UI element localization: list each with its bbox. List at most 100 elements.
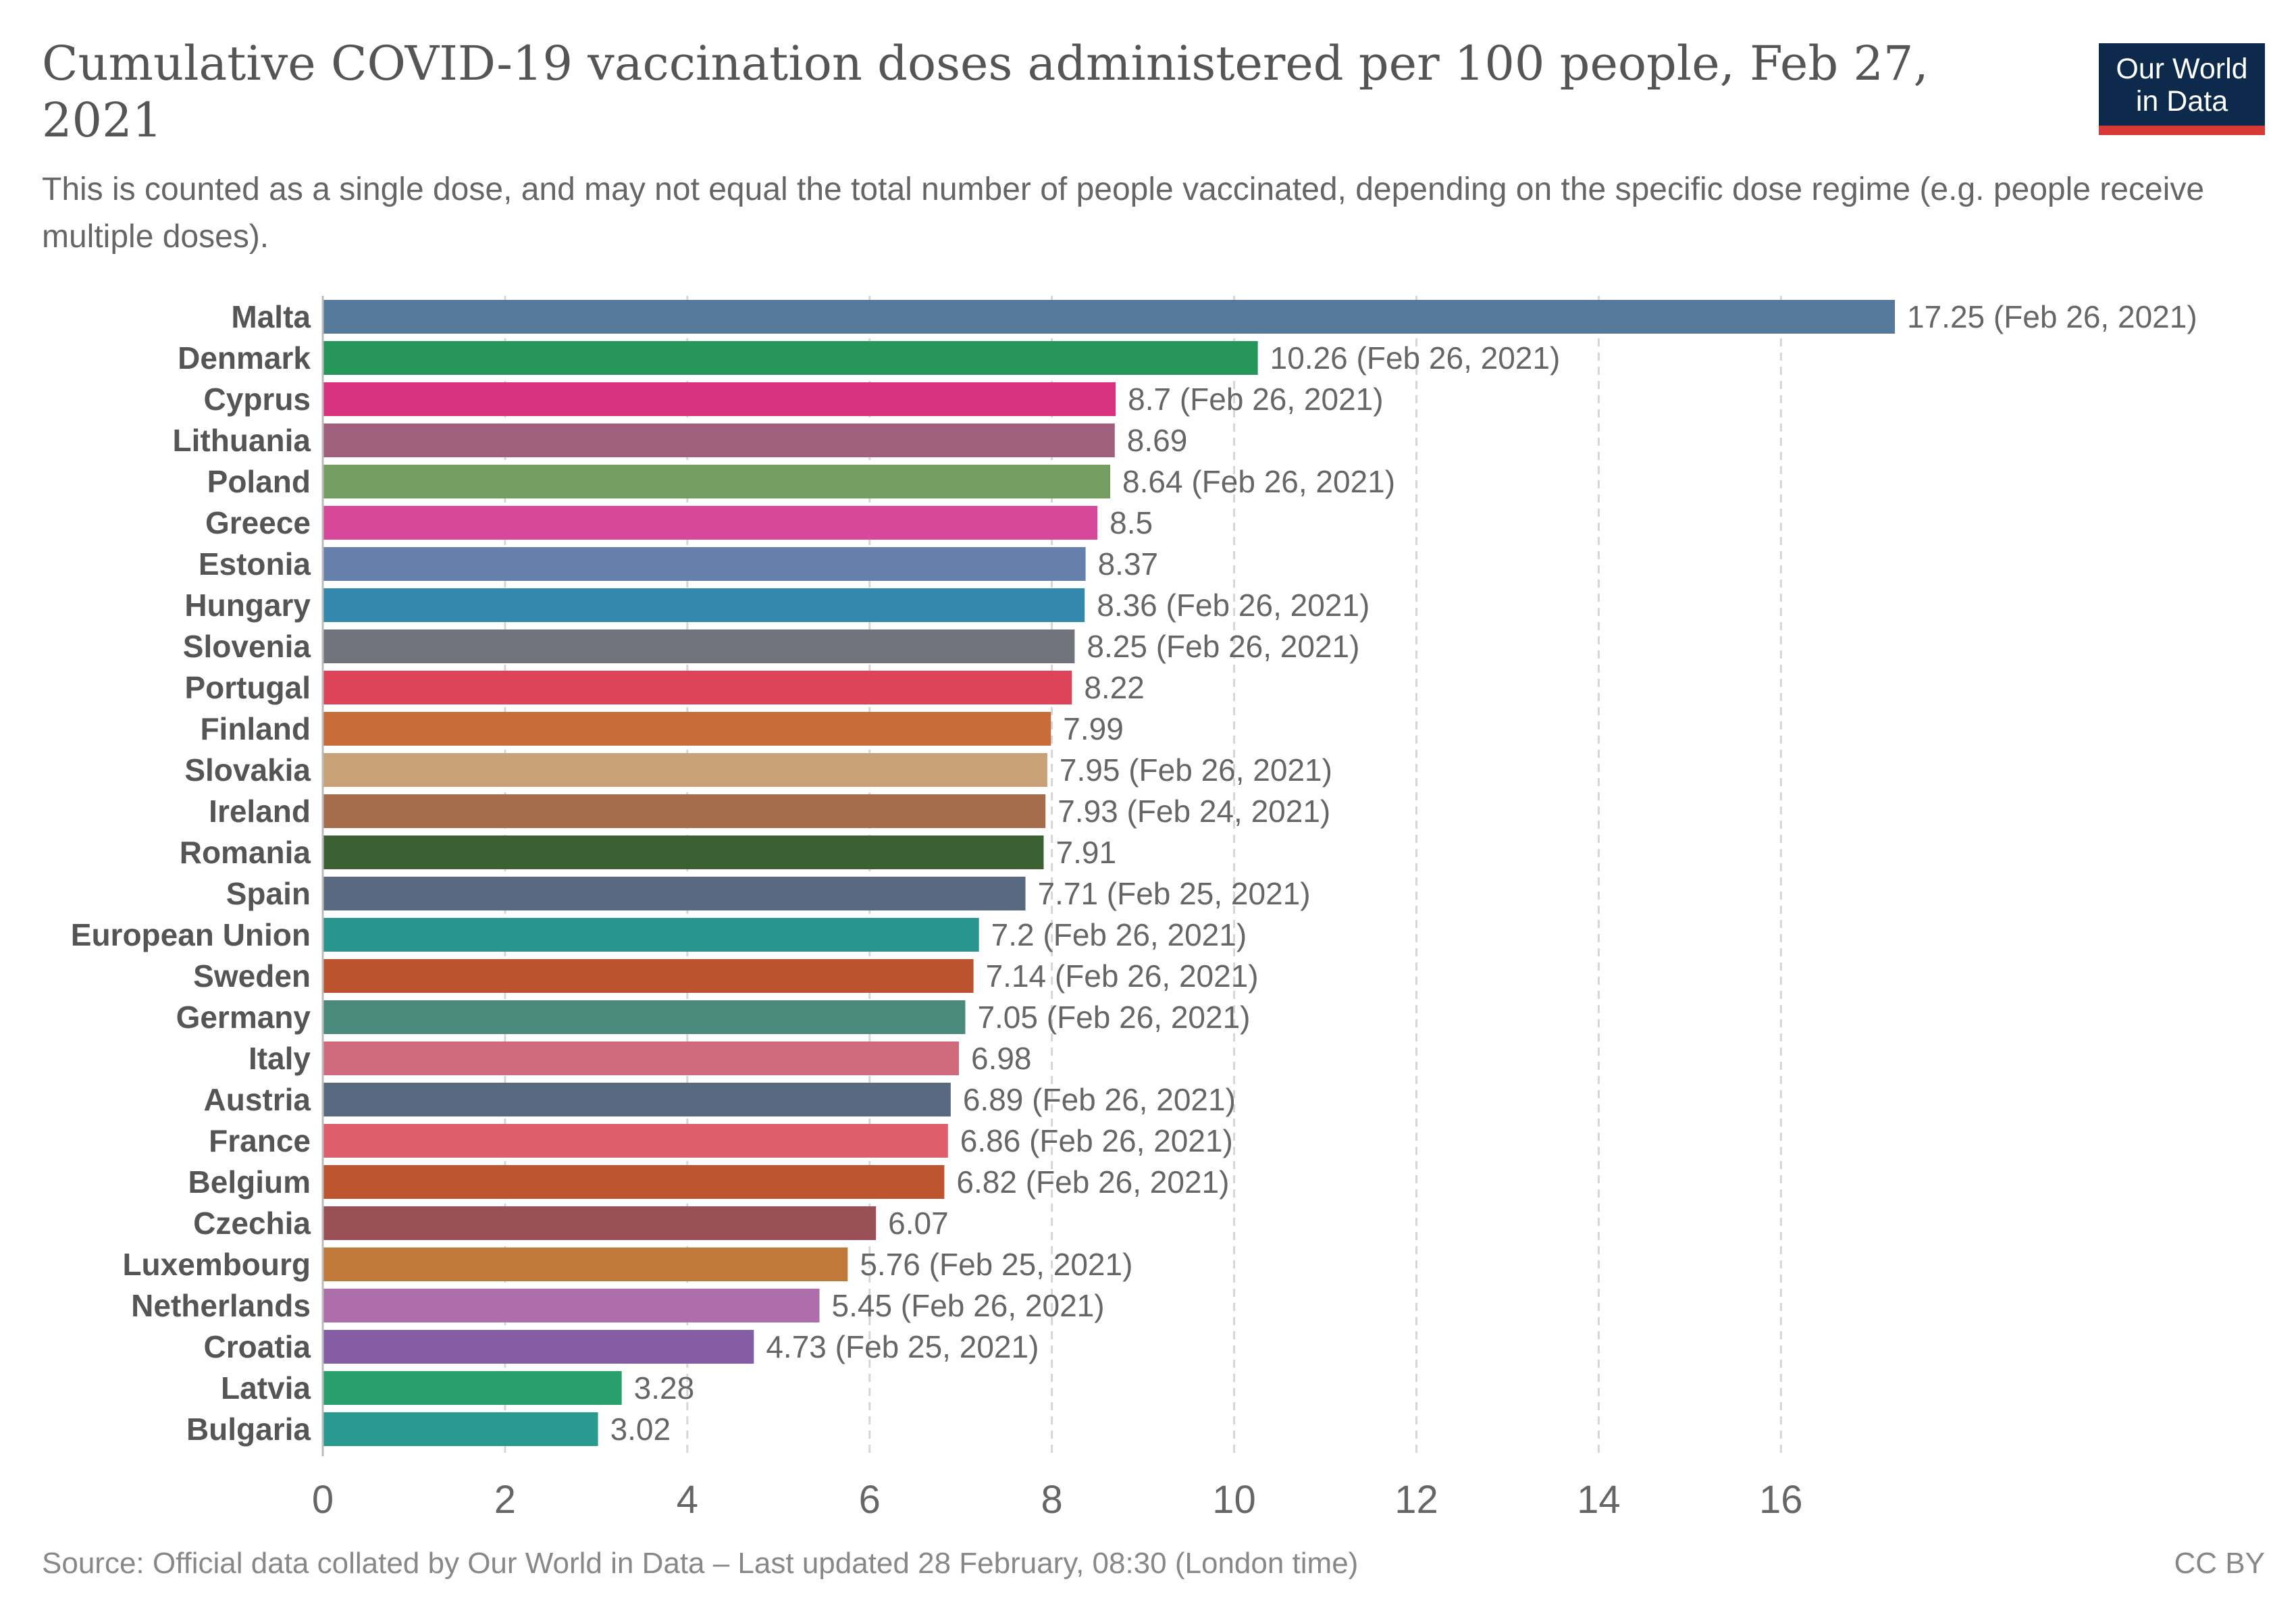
category-label: Finland bbox=[200, 711, 311, 746]
bar[interactable] bbox=[323, 1165, 945, 1199]
chart-subtitle: This is counted as a single dose, and ma… bbox=[42, 172, 2205, 255]
category-label: Spain bbox=[226, 876, 311, 911]
category-label: Czechia bbox=[193, 1206, 311, 1241]
category-label: Poland bbox=[207, 464, 311, 499]
x-tick-label: 2 bbox=[494, 1478, 516, 1522]
value-label: 7.91 bbox=[1056, 835, 1117, 870]
category-label: Belgium bbox=[188, 1164, 311, 1200]
bar[interactable] bbox=[323, 835, 1044, 869]
logo-text-line1: Our World bbox=[2116, 53, 2248, 85]
bar[interactable] bbox=[323, 588, 1085, 622]
value-label: 7.2 (Feb 26, 2021) bbox=[991, 917, 1247, 952]
value-label: 7.99 bbox=[1063, 711, 1124, 746]
value-label: 6.82 (Feb 26, 2021) bbox=[956, 1164, 1229, 1200]
category-label: Estonia bbox=[199, 546, 311, 582]
bar[interactable] bbox=[323, 506, 1098, 540]
category-label: European Union bbox=[71, 917, 311, 952]
value-label: 3.02 bbox=[610, 1412, 671, 1447]
bar[interactable] bbox=[323, 1041, 959, 1075]
value-label: 6.89 (Feb 26, 2021) bbox=[963, 1082, 1236, 1117]
value-label: 7.95 (Feb 26, 2021) bbox=[1060, 752, 1332, 788]
owid-logo[interactable]: Our World in Data bbox=[2099, 43, 2265, 135]
category-label: Malta bbox=[231, 299, 311, 334]
value-label: 8.22 bbox=[1084, 670, 1145, 705]
x-tick-label: 14 bbox=[1577, 1478, 1621, 1522]
bar[interactable] bbox=[323, 959, 974, 993]
bar[interactable] bbox=[323, 1330, 754, 1364]
category-label: Germany bbox=[176, 1000, 311, 1035]
bar[interactable] bbox=[323, 1083, 951, 1116]
category-label: Portugal bbox=[184, 670, 311, 705]
category-label: Croatia bbox=[204, 1329, 311, 1364]
bar[interactable] bbox=[323, 547, 1086, 581]
value-label: 8.37 bbox=[1098, 546, 1159, 582]
category-label: Ireland bbox=[209, 794, 311, 829]
category-label: Greece bbox=[205, 505, 311, 540]
bar[interactable] bbox=[323, 423, 1115, 457]
bar[interactable] bbox=[323, 918, 979, 952]
x-tick-label: 8 bbox=[1041, 1478, 1063, 1522]
category-label: Italy bbox=[249, 1041, 311, 1076]
category-label: Sweden bbox=[193, 958, 311, 994]
category-label: Denmark bbox=[178, 340, 311, 376]
value-label: 6.86 (Feb 26, 2021) bbox=[960, 1123, 1233, 1158]
category-label: Netherlands bbox=[131, 1288, 311, 1323]
category-label: Luxembourg bbox=[122, 1247, 311, 1282]
category-label: France bbox=[209, 1123, 311, 1158]
category-label: Latvia bbox=[221, 1370, 311, 1406]
source-note: Source: Official data collated by Our Wo… bbox=[42, 1547, 1359, 1580]
value-label: 6.07 bbox=[888, 1206, 949, 1241]
value-label: 8.36 (Feb 26, 2021) bbox=[1097, 588, 1369, 623]
category-label: Slovenia bbox=[183, 629, 311, 664]
value-label: 7.14 (Feb 26, 2021) bbox=[986, 958, 1259, 994]
license-link[interactable]: CC BY bbox=[2174, 1547, 2265, 1580]
chart-title: Cumulative COVID-19 vaccination doses ad… bbox=[42, 36, 1929, 148]
value-label: 6.98 bbox=[971, 1041, 1032, 1076]
value-label: 8.5 bbox=[1110, 505, 1153, 540]
value-label: 17.25 (Feb 26, 2021) bbox=[1907, 299, 2197, 334]
value-label: 10.26 (Feb 26, 2021) bbox=[1270, 340, 1561, 376]
x-tick-label: 4 bbox=[677, 1478, 698, 1522]
bar[interactable] bbox=[323, 629, 1075, 663]
category-label: Hungary bbox=[184, 588, 311, 623]
value-label: 3.28 bbox=[634, 1370, 695, 1406]
logo-text-line2: in Data bbox=[2135, 85, 2228, 118]
category-label: Romania bbox=[180, 835, 311, 870]
value-label: 8.64 (Feb 26, 2021) bbox=[1122, 464, 1395, 499]
value-label: 5.45 (Feb 26, 2021) bbox=[832, 1288, 1105, 1323]
bar[interactable] bbox=[323, 1247, 848, 1281]
bar[interactable] bbox=[323, 1289, 820, 1322]
x-tick-label: 6 bbox=[859, 1478, 881, 1522]
category-label: Cyprus bbox=[204, 382, 311, 417]
bar[interactable] bbox=[323, 1000, 966, 1034]
category-label: Bulgaria bbox=[186, 1412, 311, 1447]
x-tick-label: 16 bbox=[1759, 1478, 1803, 1522]
category-label: Austria bbox=[204, 1082, 311, 1117]
bar[interactable] bbox=[323, 712, 1051, 746]
value-label: 8.25 (Feb 26, 2021) bbox=[1087, 629, 1359, 664]
value-label: 7.05 (Feb 26, 2021) bbox=[977, 1000, 1250, 1035]
value-label: 4.73 (Feb 25, 2021) bbox=[766, 1329, 1039, 1364]
value-label: 7.71 (Feb 25, 2021) bbox=[1038, 876, 1311, 911]
bar[interactable] bbox=[323, 382, 1116, 416]
value-label: 8.7 (Feb 26, 2021) bbox=[1128, 382, 1383, 417]
value-label: 8.69 bbox=[1127, 423, 1188, 458]
x-tick-label: 0 bbox=[312, 1478, 334, 1522]
bar[interactable] bbox=[323, 671, 1072, 704]
bar[interactable] bbox=[323, 300, 1895, 334]
bar[interactable] bbox=[323, 341, 1258, 375]
bar[interactable] bbox=[323, 465, 1111, 498]
bar[interactable] bbox=[323, 1206, 877, 1240]
bar[interactable] bbox=[323, 877, 1026, 910]
value-label: 7.93 (Feb 24, 2021) bbox=[1058, 794, 1330, 829]
category-label: Slovakia bbox=[184, 752, 311, 788]
bar[interactable] bbox=[323, 1412, 598, 1446]
bar[interactable] bbox=[323, 794, 1046, 828]
category-label: Lithuania bbox=[173, 423, 311, 458]
bar[interactable] bbox=[323, 753, 1047, 787]
bar[interactable] bbox=[323, 1371, 622, 1405]
value-label: 5.76 (Feb 25, 2021) bbox=[860, 1247, 1132, 1282]
bar[interactable] bbox=[323, 1124, 948, 1158]
x-tick-label: 10 bbox=[1212, 1478, 1256, 1522]
